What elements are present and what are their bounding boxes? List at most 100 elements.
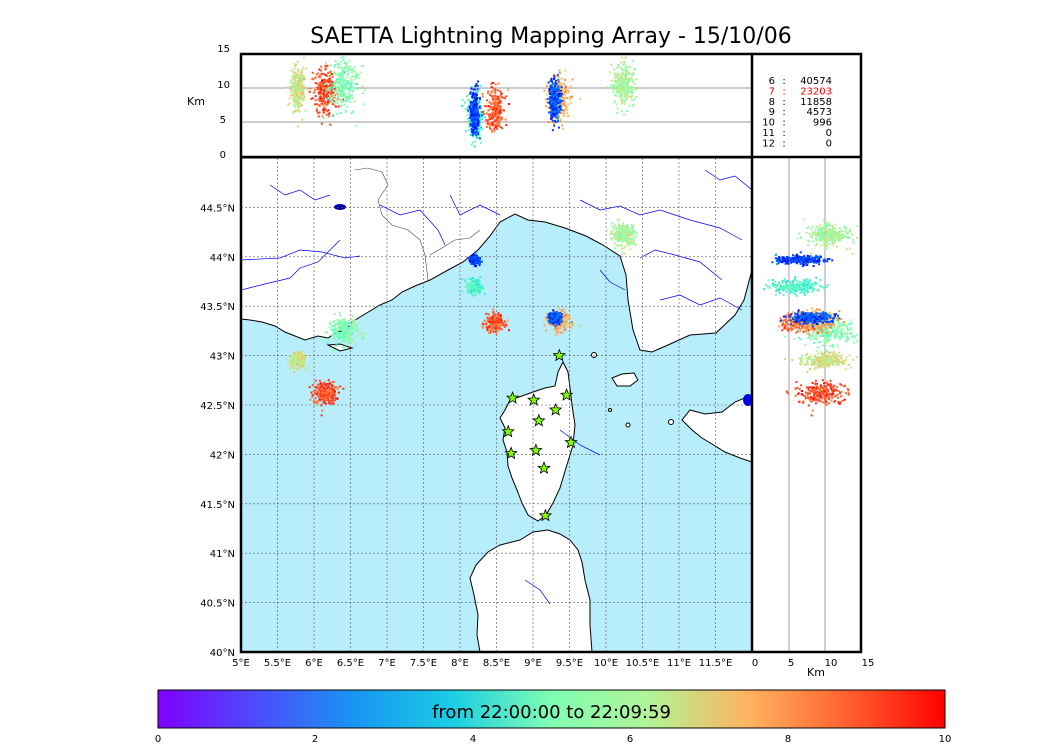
lightning-point (339, 82, 342, 85)
lightning-point (838, 359, 841, 362)
lightning-point (554, 79, 557, 82)
lightning-point (324, 384, 327, 387)
lightning-point (500, 318, 503, 321)
lightning-point (331, 75, 334, 78)
lightning-point (343, 345, 346, 348)
lightning-point (297, 75, 300, 78)
lightning-point (623, 90, 626, 93)
lightning-point (493, 95, 496, 98)
lightning-point (341, 327, 344, 330)
lightning-point (347, 80, 350, 83)
lightning-point (287, 362, 290, 365)
lightning-point (553, 317, 556, 320)
lightning-point (325, 104, 328, 107)
lightning-point (567, 115, 570, 118)
lightning-point (295, 101, 298, 104)
lightning-point (296, 361, 299, 364)
lightning-point (325, 396, 328, 399)
lightning-point (488, 122, 491, 125)
lightning-point (559, 87, 562, 90)
lightning-point (498, 318, 501, 321)
lightning-point (557, 99, 560, 102)
lightning-point (543, 324, 546, 327)
lightning-point (301, 86, 304, 89)
lightning-point (808, 357, 811, 360)
lightning-point (544, 105, 547, 108)
lightning-point (297, 354, 300, 357)
lightning-point (488, 115, 491, 118)
lightning-point (559, 318, 562, 321)
lightning-point (329, 64, 332, 67)
lightning-point (619, 87, 622, 90)
lightning-point (492, 330, 495, 333)
lightning-point (476, 120, 479, 123)
lat-tick-labels: 40°N40.5°N41°N41.5°N42°N42.5°N43°N43.5°N… (200, 203, 235, 659)
lightning-point (631, 224, 634, 227)
lightning-point (296, 60, 299, 63)
lightning-point (296, 79, 299, 82)
lightning-point (557, 317, 560, 320)
lightning-point (353, 66, 356, 69)
lightning-point (337, 336, 340, 339)
lightning-point (324, 392, 327, 395)
lightning-point (322, 94, 325, 97)
lightning-point (354, 323, 357, 326)
lightning-point (355, 329, 358, 332)
lightning-point (559, 314, 562, 317)
lightning-point (470, 126, 473, 129)
lightning-point (493, 315, 496, 318)
lightning-point (472, 253, 475, 256)
lightning-point (493, 127, 496, 130)
lightning-point (481, 325, 484, 328)
lightning-point (335, 73, 338, 76)
lightning-point (499, 101, 502, 104)
lightning-point (619, 238, 622, 241)
lightning-point (557, 119, 560, 122)
lightning-point (489, 107, 492, 110)
lightning-point (293, 100, 296, 103)
lightning-point (461, 278, 464, 281)
lightning-point (477, 122, 480, 125)
lightning-point (474, 132, 477, 135)
lightning-point (569, 98, 572, 101)
lightning-point (500, 96, 503, 99)
lightning-point (498, 123, 501, 126)
lightning-point (495, 115, 498, 118)
lightning-point (354, 82, 357, 85)
lightning-point (478, 282, 481, 285)
lightning-point (629, 234, 632, 237)
lightning-point (478, 106, 481, 109)
lightning-point (471, 276, 474, 279)
lightning-point (610, 238, 613, 241)
lightning-point (474, 251, 477, 254)
lightning-point (467, 119, 470, 122)
lightning-point (472, 125, 475, 128)
lightning-point (843, 360, 846, 363)
lightning-point (318, 104, 321, 107)
lightning-point (469, 133, 472, 136)
lightning-point (473, 125, 476, 128)
lightning-point (563, 311, 566, 314)
lightning-point (320, 98, 323, 101)
lightning-point (831, 363, 834, 366)
count-row-stations: 10 (762, 118, 775, 129)
lightning-point (314, 401, 317, 404)
lightning-point (322, 382, 325, 385)
lightning-point (334, 90, 337, 93)
lightning-point (474, 99, 477, 102)
lightning-point (334, 325, 337, 328)
lightning-point (623, 238, 626, 241)
lightning-point (325, 113, 328, 116)
lightning-point (494, 105, 497, 108)
lightning-point (566, 112, 569, 115)
lightning-point (338, 311, 341, 314)
lon-altitude-panel: Km 0 5 10 15 (187, 44, 752, 161)
lightning-point (352, 89, 355, 92)
lightning-point (329, 123, 332, 126)
lightning-point (321, 85, 324, 88)
lightning-point (830, 351, 833, 354)
lightning-point (817, 352, 820, 355)
lightning-point (624, 229, 627, 232)
lightning-point (315, 109, 318, 112)
lightning-point (474, 255, 477, 258)
